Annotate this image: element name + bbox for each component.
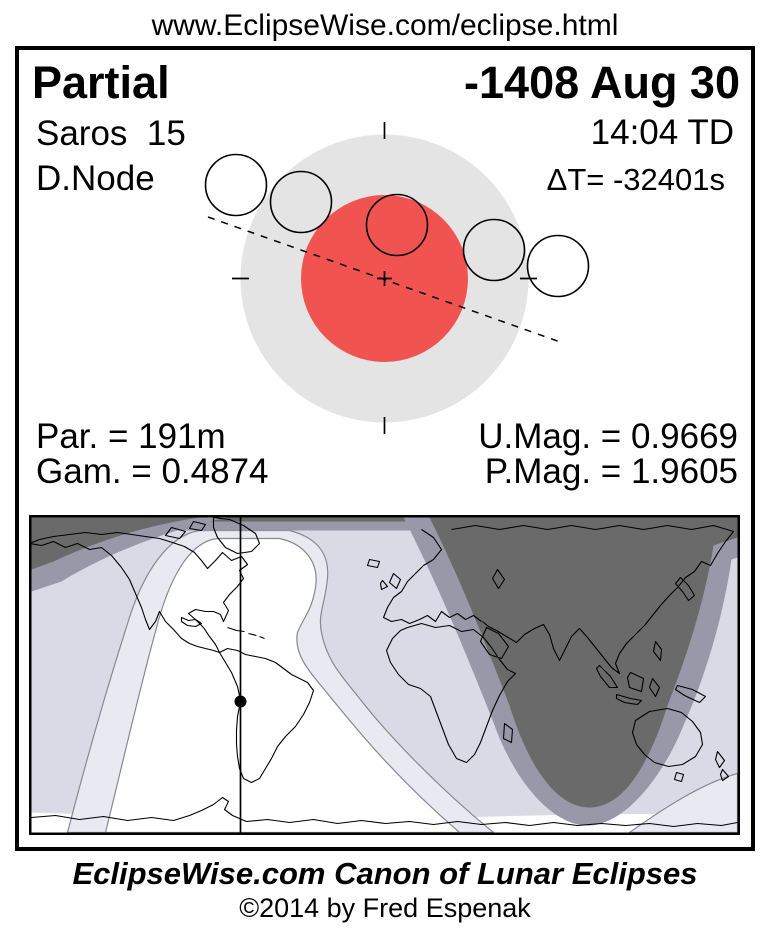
moon-path-positions	[204, 153, 590, 298]
umbral-magnitude: U.Mag. = 0.9669	[478, 417, 738, 456]
zone-not-visible-east	[429, 517, 738, 808]
new-guinea-outline	[674, 684, 707, 704]
north-america-outline	[31, 531, 249, 654]
south-america-outline	[218, 647, 315, 784]
sublunar-point-marker	[234, 695, 247, 708]
node-label: D.Node	[36, 159, 155, 198]
sumatra-outline	[595, 664, 619, 689]
zone-all-visible-dome	[104, 537, 461, 833]
australia-outline	[631, 707, 704, 768]
eclipse-card-border	[15, 46, 755, 851]
moon-disk	[204, 153, 268, 217]
zone-strip-partial-top	[31, 521, 738, 531]
great-lakes-outline	[180, 616, 203, 628]
copyright-notice: ©2014 by Fred Espenak	[239, 893, 531, 923]
celebes-outline	[648, 677, 661, 698]
arctic-islands-outline	[164, 520, 207, 540]
ecliptic-dashed-line	[207, 216, 564, 344]
greenland-outline	[212, 517, 261, 555]
partial-duration: Par. = 191m	[36, 417, 226, 456]
philippines-outline	[652, 640, 663, 662]
iceland-outline	[366, 558, 381, 569]
asia-coast-outline	[451, 524, 735, 675]
zone-strip-dark-top	[31, 517, 738, 522]
shadow-center-cross	[377, 271, 392, 286]
zone-penumbral-light-southeast	[628, 772, 738, 833]
eclipse-date: -1408 Aug 30	[464, 57, 740, 108]
saros-number: Saros 15	[36, 114, 186, 153]
site-url: www.EclipseWise.com/eclipse.html	[151, 9, 619, 42]
eclipse-type-label: Partial	[32, 57, 170, 108]
zone-dark-northwest	[31, 517, 200, 570]
africa-outline	[385, 622, 517, 764]
canon-title: EclipseWise.com Canon of Lunar Eclipses	[72, 856, 698, 891]
moon-disk	[365, 193, 429, 257]
moon-disk	[526, 234, 590, 298]
visibility-map	[29, 515, 740, 835]
penumbral-magnitude: P.Mag. = 1.9605	[484, 452, 738, 491]
moon-disk	[462, 218, 526, 282]
moon-disk	[269, 170, 333, 234]
caribbean-islands-outline	[227, 626, 265, 640]
axis-tick-marks	[232, 122, 537, 434]
borneo-outline	[626, 671, 645, 693]
arabia-outline	[479, 626, 510, 660]
eclipse-time: 14:04 TD	[590, 113, 734, 152]
british-isles-outline	[379, 572, 402, 591]
shadow-geometry-diagram	[204, 122, 590, 434]
japan-outline	[674, 576, 696, 602]
tasmania-outline	[673, 771, 685, 783]
europe-coast-outline	[382, 529, 482, 625]
new-zealand-outline	[714, 750, 730, 782]
gamma-value: Gam. = 0.4874	[36, 452, 269, 491]
antarctica-outline	[31, 796, 738, 828]
madagascar-outline	[502, 722, 514, 744]
caspian-outline	[491, 568, 506, 590]
delta-t-value: ΔT= -32401s	[546, 162, 725, 197]
continent-outlines	[31, 517, 738, 828]
java-outline	[615, 693, 643, 706]
map-border	[29, 515, 740, 835]
